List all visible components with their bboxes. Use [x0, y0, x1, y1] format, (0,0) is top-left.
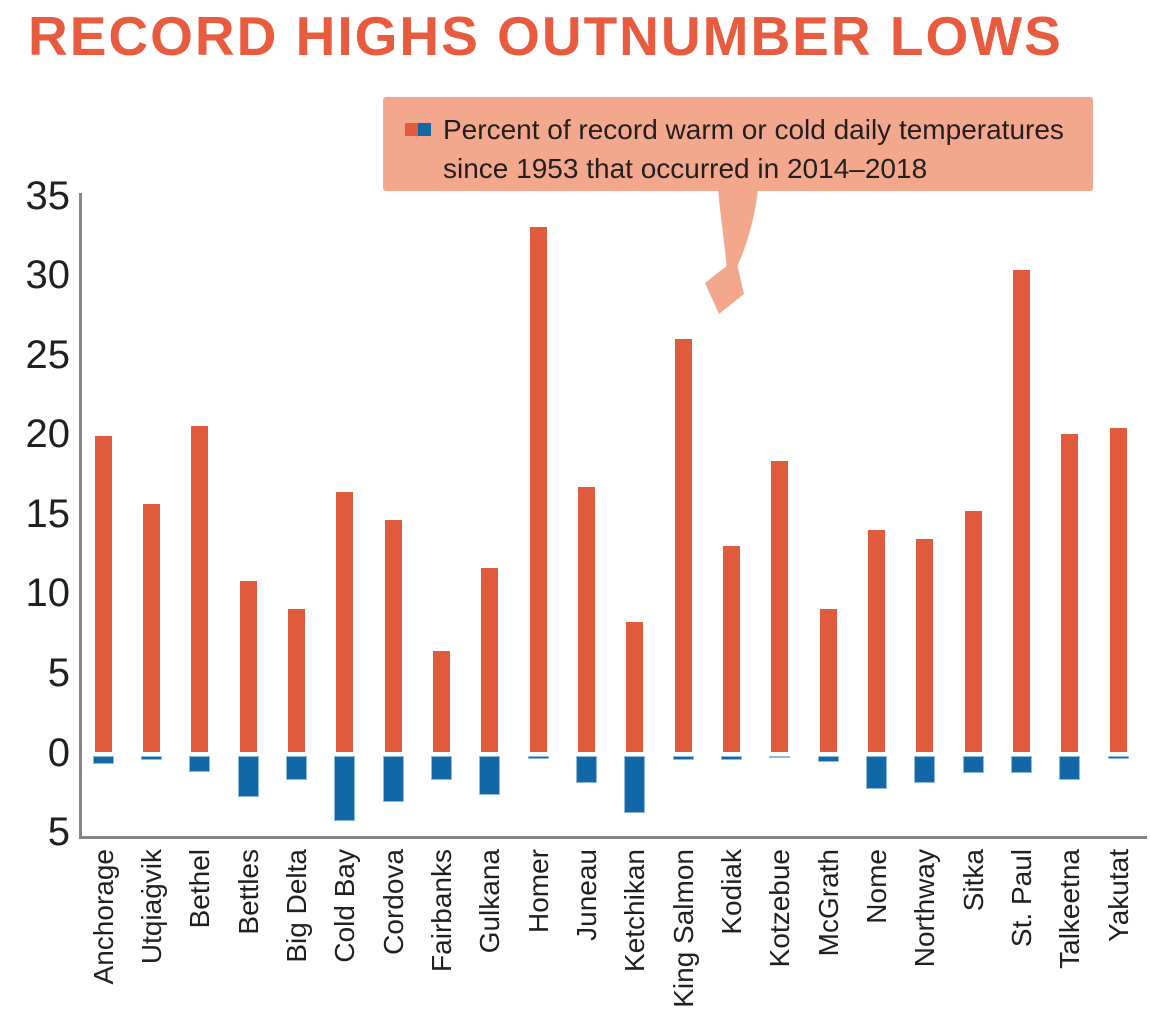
bar-warm-sitka — [964, 510, 982, 753]
x-label-homer: Homer — [522, 849, 554, 934]
y-tick-label-35: 35 — [25, 173, 71, 218]
bar-cold-northway — [914, 755, 936, 783]
bar-cold-anchorage — [92, 755, 114, 764]
y-tick-label-5-neg: 5 — [47, 810, 70, 855]
x-label-bettles: Bettles — [232, 849, 264, 935]
bar-cold-bettles — [237, 755, 259, 798]
x-label-yakutat: Yakutat — [1102, 849, 1134, 942]
legend-line-1: Percent of record warm or cold daily tem… — [403, 110, 1093, 149]
x-label-cold-bay: Cold Bay — [329, 849, 361, 963]
y-tick-label-25: 25 — [25, 332, 71, 377]
bar-cold-fairbanks — [431, 755, 453, 780]
bar-warm-talkeetna — [1061, 434, 1079, 753]
bar-warm-cordova — [384, 520, 402, 753]
bar-warm-gulkana — [481, 567, 499, 753]
x-label-utqia-vik: Utqiaġvik — [136, 849, 168, 965]
bar-warm-yakutat — [1109, 427, 1127, 753]
bar-cold-yakutat — [1107, 755, 1129, 759]
bar-warm-bettles — [239, 580, 257, 753]
bar-warm-juneau — [578, 486, 596, 753]
y-tick-label-30: 30 — [25, 253, 71, 298]
bar-warm-northway — [916, 539, 934, 753]
bar-cold-mcgrath — [817, 755, 839, 763]
x-label-juneau: Juneau — [571, 849, 603, 941]
x-label-king-salmon: King Salmon — [667, 849, 699, 1008]
bar-cold-king-salmon — [672, 755, 694, 761]
x-label-cordova: Cordova — [377, 849, 409, 955]
bar-cold-cold-bay — [334, 755, 356, 821]
bar-warm-bethel — [191, 426, 209, 753]
bar-cold-cordova — [382, 755, 404, 802]
bar-cold-ketchikan — [624, 755, 646, 813]
x-label-ketchikan: Ketchikan — [619, 849, 651, 972]
bar-warm-st-paul — [1013, 270, 1031, 753]
x-label-mcgrath: McGrath — [812, 849, 844, 957]
bar-warm-ketchikan — [626, 622, 644, 753]
x-label-talkeetna: Talkeetna — [1054, 849, 1086, 969]
bar-cold-utqia-vik — [141, 755, 163, 761]
bar-cold-kodiak — [721, 755, 743, 761]
bar-cold-gulkana — [479, 755, 501, 796]
x-label-kodiak: Kodiak — [716, 849, 748, 935]
y-tick-label-15: 15 — [25, 491, 71, 536]
bar-cold-big-delta — [286, 755, 308, 780]
x-label-big-delta: Big Delta — [281, 849, 313, 963]
legend-text-line-1: Percent of record warm or cold daily tem… — [443, 114, 1064, 145]
bar-warm-cold-bay — [336, 491, 354, 753]
x-label-nome: Nome — [861, 849, 893, 924]
bar-cold-nome — [866, 755, 888, 790]
y-axis-line — [79, 193, 82, 839]
bar-cold-bethel — [189, 755, 211, 772]
bar-warm-kodiak — [723, 545, 741, 753]
bar-warm-anchorage — [94, 435, 112, 753]
y-tick-label-5: 5 — [47, 650, 70, 695]
y-tick-label-20: 20 — [25, 412, 71, 457]
x-label-bethel: Bethel — [184, 849, 216, 929]
bar-cold-juneau — [576, 755, 598, 783]
bar-warm-big-delta — [288, 609, 306, 753]
cold-series-swatch-icon — [418, 123, 431, 136]
bar-warm-king-salmon — [674, 338, 692, 753]
x-axis-line — [79, 836, 1147, 839]
x-label-gulkana: Gulkana — [474, 849, 506, 954]
bar-warm-nome — [868, 529, 886, 753]
bar-cold-kotzebue — [769, 755, 791, 758]
bar-warm-utqia-vik — [143, 504, 161, 753]
y-tick-label-10: 10 — [25, 571, 71, 616]
bar-cold-sitka — [962, 755, 984, 774]
bar-warm-homer — [529, 227, 547, 753]
warm-series-swatch-icon — [405, 123, 418, 136]
bar-warm-mcgrath — [819, 609, 837, 753]
x-label-kotzebue: Kotzebue — [764, 849, 796, 968]
legend-annotation-box: Percent of record warm or cold daily tem… — [383, 97, 1093, 191]
page-title: RECORD HIGHS OUTNUMBER LOWS — [28, 5, 1063, 67]
y-tick-label-0: 0 — [47, 730, 70, 775]
bar-cold-st-paul — [1011, 755, 1033, 774]
x-label-northway: Northway — [909, 849, 941, 968]
x-label-fairbanks: Fairbanks — [426, 849, 458, 972]
bar-warm-fairbanks — [433, 650, 451, 753]
x-label-st-paul: St. Paul — [1006, 849, 1038, 948]
bar-cold-talkeetna — [1059, 755, 1081, 780]
bar-cold-homer — [527, 755, 549, 759]
x-label-anchorage: Anchorage — [87, 849, 119, 985]
bar-warm-kotzebue — [771, 461, 789, 753]
x-label-sitka: Sitka — [957, 849, 989, 912]
legend-text-line-2: since 1953 that occurred in 2014–2018 — [443, 153, 928, 184]
